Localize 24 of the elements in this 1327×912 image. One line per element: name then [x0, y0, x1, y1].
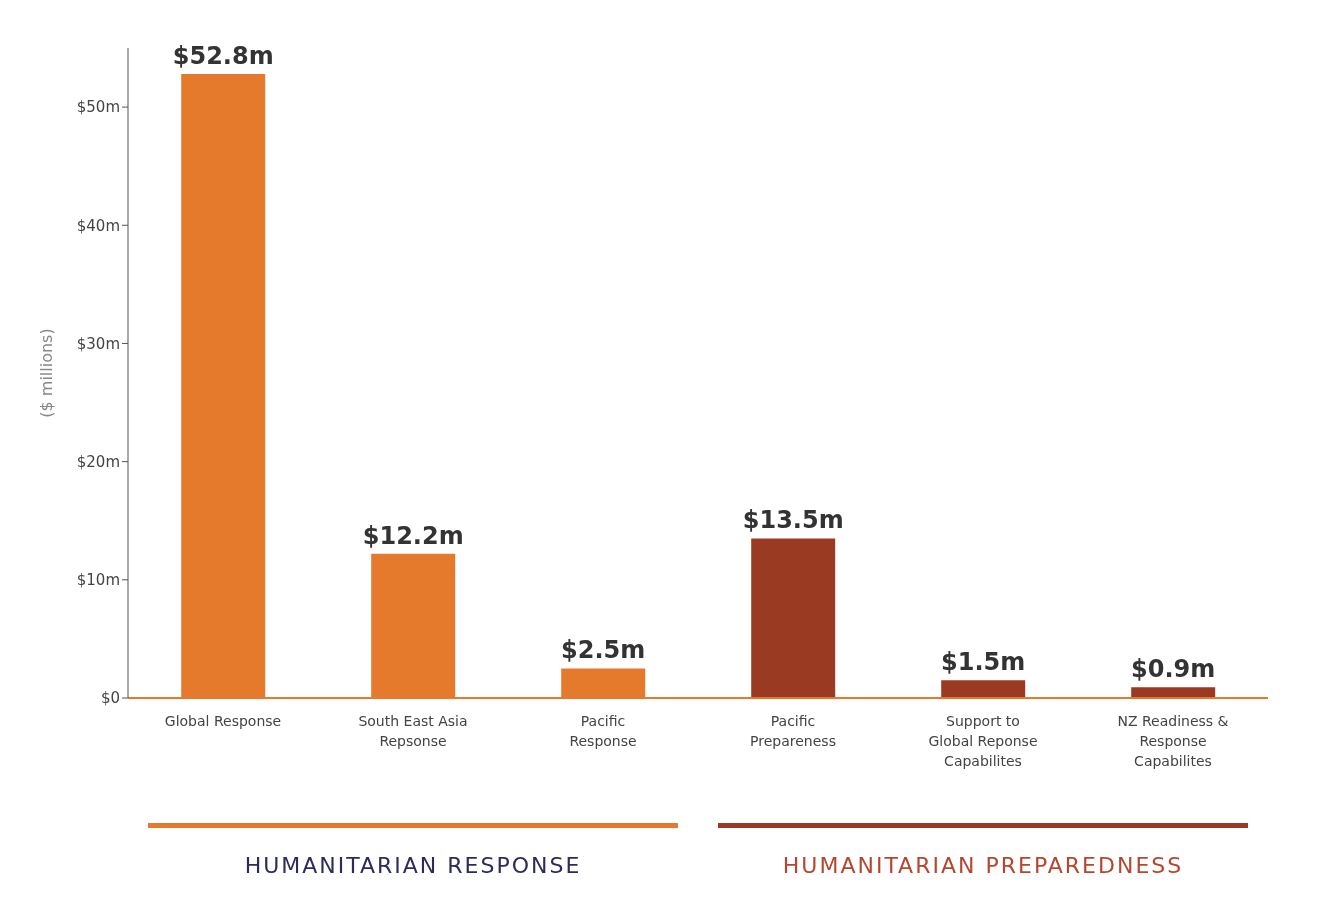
data-label: $52.8m: [172, 42, 274, 70]
x-tick-label: NZ Readiness & Response Capabilites: [1117, 713, 1229, 769]
bar: [751, 538, 836, 698]
data-label: $0.9m: [1131, 655, 1216, 684]
data-label: $13.5m: [742, 506, 844, 535]
y-tick-label: $30m: [76, 334, 120, 353]
text: HUMANITARIAN RESPONSE: [243, 853, 583, 878]
bar: [941, 680, 1026, 698]
x-tick-label: Support to Global Reponse Capabilites: [928, 713, 1038, 769]
data-label: $12.2m: [362, 521, 464, 550]
x-tick-label: South East Asia Repsonse: [358, 713, 468, 749]
y-tick-label: $50m: [76, 98, 120, 117]
y-tick-label: $40m: [76, 216, 120, 235]
x-tick-label: Global Response: [164, 713, 282, 729]
data-label: $2.5m: [561, 636, 646, 665]
x-tick-label: Pacific Response: [569, 713, 637, 749]
y-tick-label: $10m: [76, 571, 120, 590]
y-tick-label: $20m: [76, 452, 120, 471]
y-axis-title: ($ millions): [36, 328, 56, 418]
y-tick-label: $0: [100, 689, 120, 708]
text: HUMANITARIAN PREPAREDNESS: [781, 853, 1185, 878]
data-label: $1.5m: [941, 648, 1026, 677]
x-tick-label: Pacific Prepareness: [750, 713, 836, 749]
bar: [1131, 687, 1216, 698]
